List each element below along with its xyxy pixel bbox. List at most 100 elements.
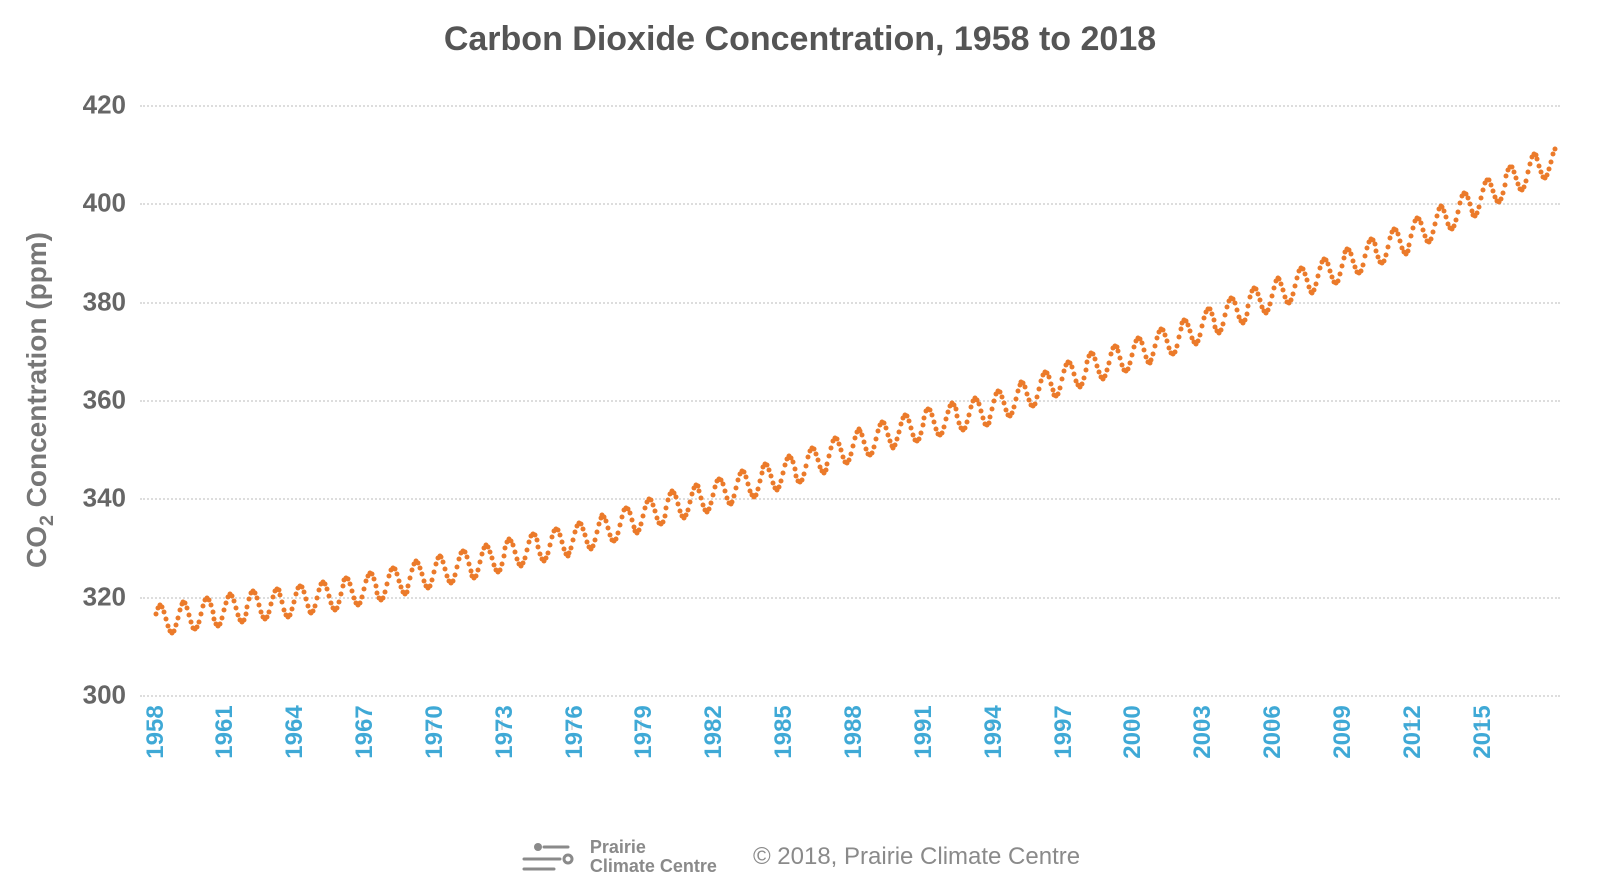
data-point (1267, 301, 1272, 306)
data-point (573, 529, 578, 534)
data-point (1549, 159, 1554, 164)
data-point (1523, 178, 1528, 183)
y-tick-label: 340 (83, 483, 140, 514)
x-tick-label: 1988 (832, 705, 868, 758)
data-point (1293, 283, 1298, 288)
data-point (1527, 161, 1532, 166)
data-point (313, 603, 318, 608)
data-point (1242, 317, 1247, 322)
data-point (1060, 377, 1065, 382)
data-point (1294, 275, 1299, 280)
data-point (280, 600, 285, 605)
x-tick-label: 1982 (692, 705, 728, 758)
data-point (290, 607, 295, 612)
x-tick-label: 1973 (483, 705, 519, 758)
data-point (897, 429, 902, 434)
data-point (778, 479, 783, 484)
data-point (759, 470, 764, 475)
data-point (451, 578, 456, 583)
x-tick-label: 1970 (413, 705, 449, 758)
data-point (429, 577, 434, 582)
data-point (359, 595, 364, 600)
data-point (162, 609, 167, 614)
data-point (1139, 341, 1144, 346)
logo-text-line2: Climate Centre (590, 856, 717, 876)
y-tick-label: 360 (83, 385, 140, 416)
data-point (641, 514, 646, 519)
data-point (288, 612, 293, 617)
data-point (259, 610, 264, 615)
data-point (1395, 232, 1400, 237)
data-point (404, 589, 409, 594)
data-point (1364, 246, 1369, 251)
data-point (1141, 348, 1146, 353)
data-point (1265, 308, 1270, 313)
data-point (1454, 218, 1459, 223)
chart-container: Carbon Dioxide Concentration, 1958 to 20… (0, 0, 1600, 896)
data-point (1535, 157, 1540, 162)
plot-area: 3003203403603804004201958196119641967197… (140, 80, 1560, 720)
x-tick-label: 1976 (553, 705, 589, 758)
data-point (1432, 222, 1437, 227)
data-point (200, 604, 205, 609)
data-point (846, 458, 851, 463)
data-point (385, 582, 390, 587)
data-point (1455, 209, 1460, 214)
data-point (1046, 375, 1051, 380)
data-point (637, 528, 642, 533)
data-point (406, 583, 411, 588)
data-point (503, 545, 508, 550)
data-point (1048, 381, 1053, 386)
data-point (1384, 252, 1389, 257)
data-point (278, 593, 283, 598)
data-point (1490, 188, 1495, 193)
data-point (1269, 293, 1274, 298)
data-point (1116, 349, 1121, 354)
data-point (1351, 258, 1356, 263)
data-point (1151, 352, 1156, 357)
data-point (325, 586, 330, 591)
data-point (939, 430, 944, 435)
data-point (222, 608, 227, 613)
data-point (1223, 313, 1228, 318)
chart-footer: Prairie Climate Centre © 2018, Prairie C… (0, 838, 1600, 876)
data-point (1467, 202, 1472, 207)
data-point (712, 485, 717, 490)
data-point (767, 467, 772, 472)
data-point (336, 599, 341, 604)
data-point (594, 530, 599, 535)
data-point (1108, 352, 1113, 357)
data-point (154, 611, 159, 616)
data-point (916, 437, 921, 442)
data-point (536, 544, 541, 549)
data-point (571, 537, 576, 542)
data-point (908, 425, 913, 430)
data-point (906, 419, 911, 424)
data-point (862, 439, 867, 444)
data-point (453, 572, 458, 577)
data-point (210, 609, 215, 614)
data-point (1419, 221, 1424, 226)
data-point (1128, 361, 1133, 366)
data-point (1409, 234, 1414, 239)
data-point (381, 595, 386, 600)
data-point (456, 557, 461, 562)
data-point (1452, 224, 1457, 229)
data-point (476, 567, 481, 572)
data-point (454, 565, 459, 570)
data-point (782, 463, 787, 468)
data-point (315, 596, 320, 601)
data-point (943, 417, 948, 422)
gridline (140, 695, 1560, 697)
data-point (652, 509, 657, 514)
data-point (813, 451, 818, 456)
data-point (497, 567, 502, 572)
data-point (1085, 359, 1090, 364)
data-point (627, 511, 632, 516)
data-point (745, 481, 750, 486)
data-point (815, 458, 820, 463)
data-point (990, 407, 995, 412)
copyright-text: © 2018, Prairie Climate Centre (753, 843, 1080, 871)
data-point (662, 513, 667, 518)
data-point (1015, 388, 1020, 393)
